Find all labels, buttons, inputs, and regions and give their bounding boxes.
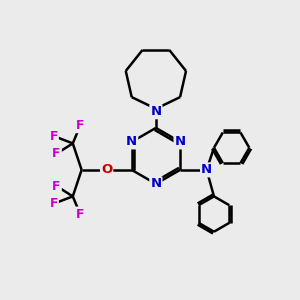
Text: N: N	[175, 135, 186, 148]
Text: F: F	[50, 197, 58, 210]
Text: F: F	[50, 130, 58, 142]
Text: N: N	[201, 164, 212, 176]
Text: N: N	[126, 135, 137, 148]
Text: O: O	[101, 164, 112, 176]
Text: F: F	[52, 180, 61, 193]
Text: N: N	[150, 105, 161, 118]
Text: F: F	[76, 208, 84, 220]
Text: N: N	[150, 177, 161, 190]
Text: F: F	[52, 147, 61, 160]
Text: F: F	[76, 119, 84, 132]
